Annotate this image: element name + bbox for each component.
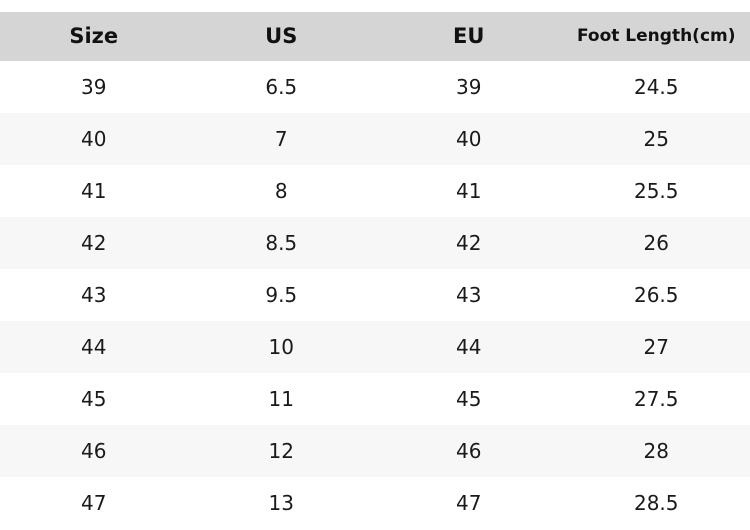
table-cell: 26.5 [633, 283, 679, 307]
table-row: 39 6.5 39 24.5 [0, 61, 750, 113]
table-row: 44 10 44 27 [0, 321, 750, 373]
table-cell: 13 [268, 491, 294, 515]
table-cell: 26 [643, 231, 669, 255]
table-cell: 39 [81, 75, 107, 99]
table-row: 41 8 41 25.5 [0, 165, 750, 217]
table-cell: 12 [268, 439, 294, 463]
table-cell: 25 [643, 127, 669, 151]
table-row: 40 7 40 25 [0, 113, 750, 165]
table-cell: 46 [81, 439, 107, 463]
column-header-eu: EU [453, 23, 485, 48]
table-cell: 44 [81, 335, 107, 359]
table-cell: 8 [274, 179, 288, 203]
table-row: 42 8.5 42 26 [0, 217, 750, 269]
table-row: 45 11 45 27.5 [0, 373, 750, 425]
table-cell: 24.5 [633, 75, 679, 99]
table-cell: 40 [456, 127, 482, 151]
table-cell: 7 [274, 127, 288, 151]
table-cell: 45 [81, 387, 107, 411]
table-cell: 10 [268, 335, 294, 359]
table-cell: 27 [643, 335, 669, 359]
table-cell: 8.5 [265, 231, 298, 255]
table-cell: 39 [456, 75, 482, 99]
table-body: 39 6.5 39 24.5 40 7 40 25 41 8 41 25.5 42 8.5 42 26 43 9.… [0, 61, 750, 529]
table-cell: 6.5 [265, 75, 298, 99]
table-cell: 42 [81, 231, 107, 255]
table-cell: 28.5 [633, 491, 679, 515]
column-header-foot-length: Foot Length(cm) [576, 26, 736, 47]
table-cell: 46 [456, 439, 482, 463]
table-cell: 25.5 [633, 179, 679, 203]
table-cell: 9.5 [265, 283, 298, 307]
table-header-row: Size US EU Foot Length(cm) [0, 12, 750, 61]
table-cell: 44 [456, 335, 482, 359]
table-cell: 27.5 [633, 387, 679, 411]
table-cell: 28 [643, 439, 669, 463]
table-cell: 42 [456, 231, 482, 255]
table-cell: 47 [81, 491, 107, 515]
table-cell: 41 [456, 179, 482, 203]
table-row: 47 13 47 28.5 [0, 477, 750, 529]
table-cell: 40 [81, 127, 107, 151]
table-cell: 43 [81, 283, 107, 307]
table-cell: 43 [456, 283, 482, 307]
table-cell: 41 [81, 179, 107, 203]
table-cell: 11 [268, 387, 294, 411]
table-row: 46 12 46 28 [0, 425, 750, 477]
table-row: 43 9.5 43 26.5 [0, 269, 750, 321]
column-header-size: Size [69, 23, 119, 48]
table-cell: 47 [456, 491, 482, 515]
table-cell: 45 [456, 387, 482, 411]
column-header-us: US [265, 23, 298, 48]
